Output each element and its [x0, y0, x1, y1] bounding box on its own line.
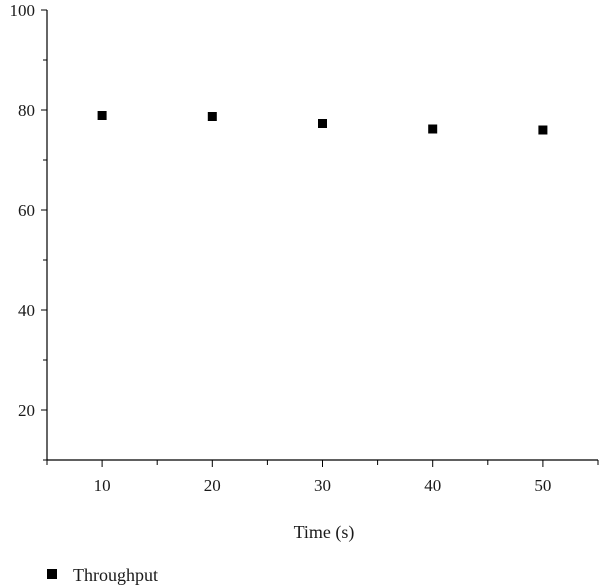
legend-marker-square-icon — [47, 569, 57, 579]
y-tick-label: 20 — [18, 401, 35, 420]
x-tick-label: 40 — [424, 476, 441, 495]
data-point — [428, 124, 438, 134]
data-point — [538, 125, 548, 135]
data-point — [318, 119, 327, 128]
data-points — [97, 111, 548, 135]
legend: Throughput — [47, 565, 158, 585]
x-ticks: 10 20 30 40 50 — [46, 460, 599, 495]
x-tick-label: 50 — [534, 476, 551, 495]
y-ticks: 20 40 60 80 100 — [10, 1, 47, 461]
y-tick-label: 40 — [18, 301, 35, 320]
data-point — [207, 112, 217, 121]
x-axis-title: Time (s) — [294, 522, 355, 543]
x-tick-label: 20 — [204, 476, 221, 495]
x-tick-label: 10 — [94, 476, 111, 495]
x-tick-label: 30 — [314, 476, 331, 495]
data-point — [97, 111, 107, 120]
y-tick-label: 100 — [10, 1, 36, 20]
y-tick-label: 80 — [18, 101, 35, 120]
y-tick-label: 60 — [18, 201, 35, 220]
axes — [46, 10, 598, 461]
legend-label-throughput: Throughput — [73, 565, 158, 585]
